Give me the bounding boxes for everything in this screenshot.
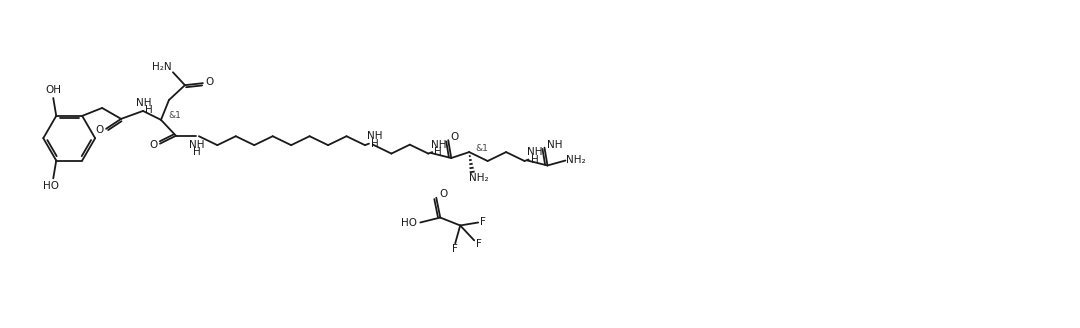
Text: NH: NH xyxy=(431,140,446,150)
Text: H: H xyxy=(145,105,153,115)
Text: H₂N: H₂N xyxy=(152,62,172,72)
Text: O: O xyxy=(205,77,214,87)
Text: &1: &1 xyxy=(475,144,488,153)
Text: H: H xyxy=(530,154,539,165)
Text: O: O xyxy=(95,125,104,135)
Text: F: F xyxy=(481,216,486,227)
Text: O: O xyxy=(149,140,158,150)
Text: O: O xyxy=(450,132,458,142)
Text: NH: NH xyxy=(527,147,542,157)
Text: HO: HO xyxy=(43,181,59,191)
Text: H: H xyxy=(372,139,379,149)
Text: HO: HO xyxy=(402,218,417,229)
Text: O: O xyxy=(440,189,447,199)
Text: NH₂: NH₂ xyxy=(566,154,585,165)
Text: F: F xyxy=(476,239,482,249)
Text: NH: NH xyxy=(189,140,204,150)
Text: NH: NH xyxy=(367,131,382,141)
Text: F: F xyxy=(453,244,458,254)
Text: H: H xyxy=(193,147,201,157)
Text: OH: OH xyxy=(45,85,62,95)
Text: H: H xyxy=(434,147,442,157)
Text: &1: &1 xyxy=(168,112,180,120)
Text: NH: NH xyxy=(136,97,152,108)
Text: NH: NH xyxy=(546,140,563,150)
Text: NH₂: NH₂ xyxy=(470,173,489,183)
